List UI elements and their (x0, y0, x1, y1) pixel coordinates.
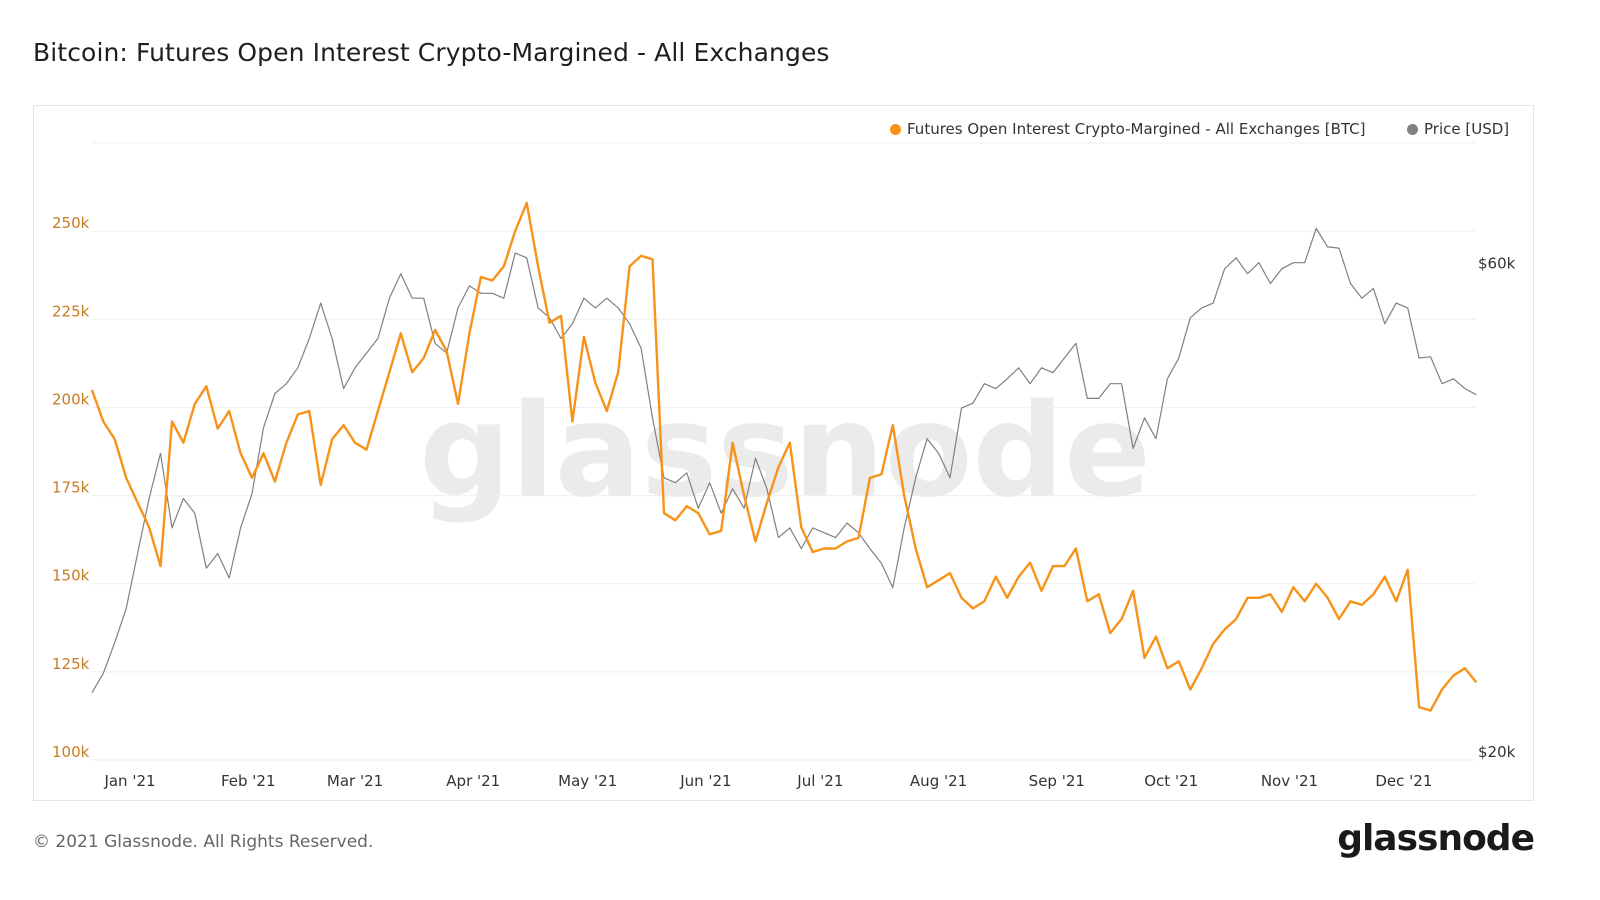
y-left-tick-label: 100k (52, 743, 90, 761)
x-tick-label: Mar '21 (327, 772, 383, 790)
y-left-tick-label: 125k (52, 655, 90, 673)
legend-label: Price [USD] (1424, 120, 1510, 138)
open-interest-line (90, 201, 1478, 712)
legend-dot-icon (890, 123, 901, 135)
y-left-tick-label: 225k (52, 302, 90, 320)
x-tick-label: May '21 (558, 772, 617, 790)
chart-frame (33, 105, 1534, 801)
price-line (91, 227, 1477, 694)
x-tick-label: Jun '21 (679, 772, 731, 790)
y-right-tick-label: $20k (1478, 743, 1516, 761)
y-left-tick-label: 150k (52, 567, 90, 585)
x-tick-label: Oct '21 (1144, 772, 1198, 790)
x-tick-label: Jan '21 (103, 772, 155, 790)
legend-item-open-interest[interactable]: Futures Open Interest Crypto-Margined - … (890, 120, 1365, 138)
copyright-text: © 2021 Glassnode. All Rights Reserved. (33, 832, 374, 852)
y-left-tick-label: 175k (52, 479, 90, 497)
x-tick-label: Aug '21 (910, 772, 967, 790)
page-title: Bitcoin: Futures Open Interest Crypto-Ma… (33, 38, 830, 67)
x-tick-label: Sep '21 (1029, 772, 1085, 790)
y-left-tick-label: 250k (52, 214, 90, 232)
x-tick-label: Jul '21 (796, 772, 843, 790)
legend-item-price[interactable]: Price [USD] (1407, 120, 1509, 138)
x-tick-label: Nov '21 (1261, 772, 1318, 790)
y-right-tick-label: $60k (1478, 254, 1516, 272)
x-tick-label: Dec '21 (1375, 772, 1432, 790)
legend-dot-icon (1407, 123, 1418, 135)
y-left-tick-label: 200k (52, 390, 90, 408)
legend-label: Futures Open Interest Crypto-Margined - … (907, 120, 1366, 138)
glassnode-logo[interactable]: glassnode (1337, 818, 1535, 859)
x-tick-label: Apr '21 (446, 772, 500, 790)
x-tick-label: Feb '21 (221, 772, 276, 790)
